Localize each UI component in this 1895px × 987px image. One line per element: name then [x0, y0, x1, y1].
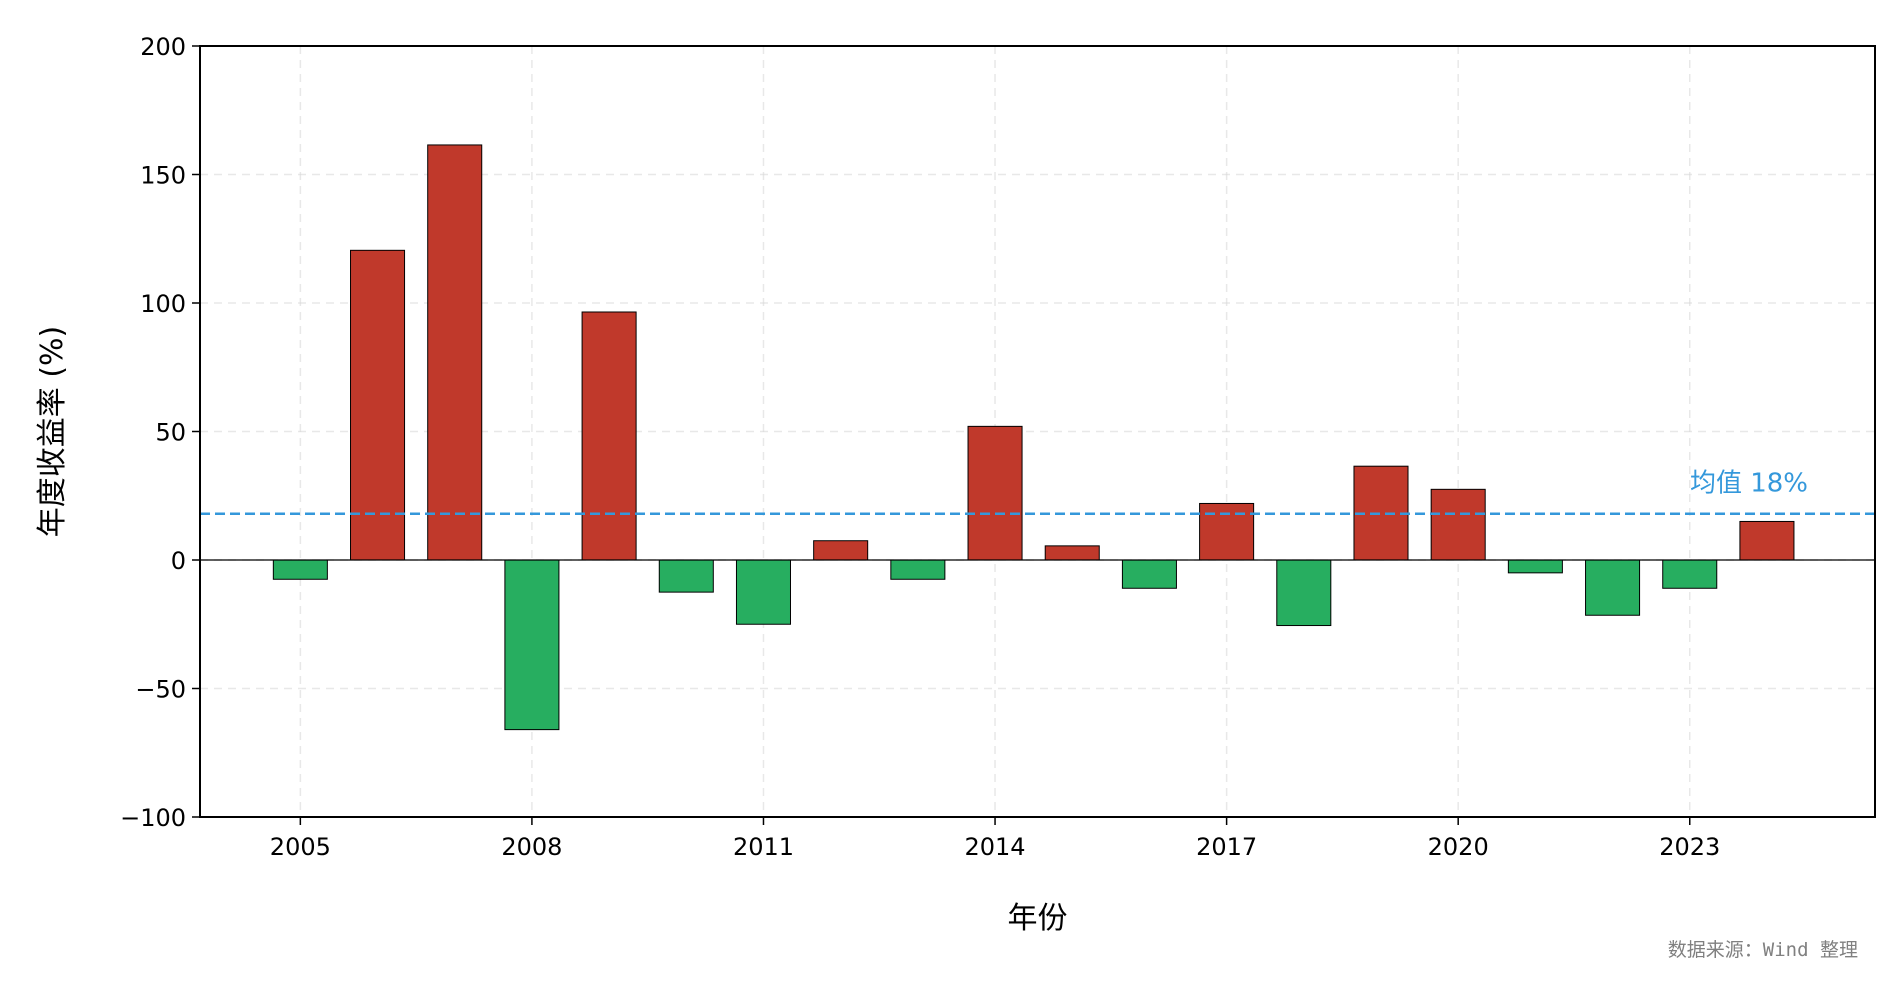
bar-2016 [1121, 559, 1177, 589]
bar-2024 [1739, 520, 1795, 561]
tick-layer: −100 −50 0 50 100 150 200 2005 2008 2011 2014 2017 2… [120, 33, 1720, 861]
x-tick-label: 2023 [1659, 833, 1720, 861]
bar-2006 [350, 249, 406, 561]
x-tick-label: 2017 [1196, 833, 1257, 861]
x-tick-label: 2020 [1428, 833, 1489, 861]
x-tick-label: 2014 [965, 833, 1026, 861]
bar-2017 [1199, 502, 1255, 561]
bar-2013 [890, 559, 946, 580]
bar-layer [272, 144, 1795, 731]
y-tick-label: 150 [140, 162, 186, 190]
bar-2010 [658, 559, 714, 593]
x-tick-label: 2005 [270, 833, 331, 861]
bar-2005 [272, 559, 328, 580]
bar-2020 [1430, 488, 1486, 561]
bar-2015 [1044, 545, 1100, 561]
y-tick-label: 100 [140, 290, 186, 318]
x-axis-title: 年份 [1008, 901, 1068, 936]
bar-2018 [1276, 559, 1332, 627]
bar-2014 [967, 425, 1023, 561]
bar-2022 [1585, 559, 1641, 616]
bar-2023 [1662, 559, 1718, 589]
bar-2011 [735, 559, 791, 625]
y-axis-title: 年度收益率 (%) [35, 326, 70, 537]
source-note: 数据来源：Wind 整理 [1668, 939, 1858, 961]
bar-2021 [1507, 559, 1563, 574]
y-tick-label: −100 [120, 804, 186, 832]
y-tick-label: −50 [135, 676, 186, 704]
bar-2008 [504, 559, 560, 731]
y-tick-label: 50 [155, 419, 186, 447]
bar-2012 [813, 540, 869, 561]
bar-2009 [581, 311, 637, 561]
x-tick-label: 2008 [501, 833, 562, 861]
x-tick-label: 2011 [733, 833, 794, 861]
bar-2007 [427, 144, 483, 561]
y-tick-label: 200 [140, 33, 186, 61]
y-tick-label: 0 [171, 547, 186, 575]
mean-label: 均值 18% [1690, 469, 1808, 499]
